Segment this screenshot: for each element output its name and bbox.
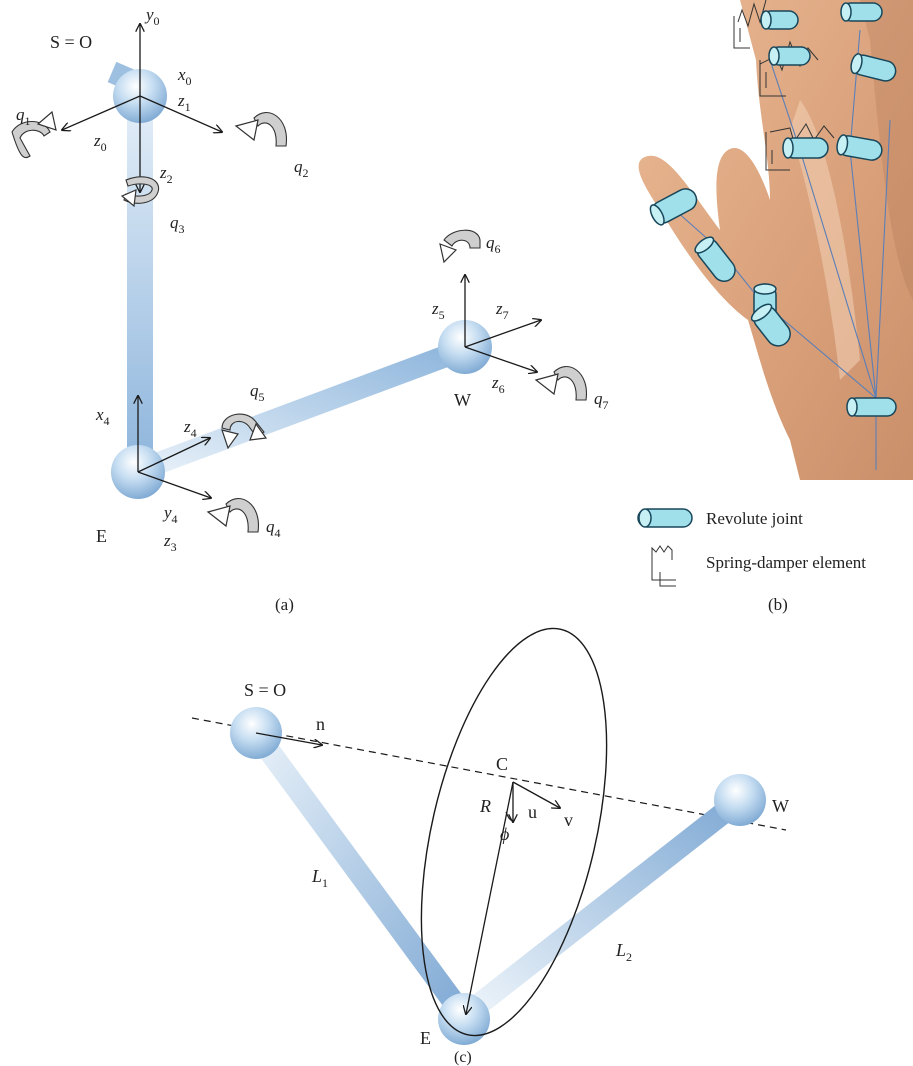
rotation-q2-icon (234, 112, 287, 147)
spring-damper-element (765, 123, 835, 171)
label-z4: z4 (183, 417, 197, 440)
panel-a: S = O E W y0 x0 z1 z0 z2 x4 z4 y4 z3 z5 … (11, 5, 609, 614)
label-v: v (564, 810, 573, 830)
z4-axis (137, 438, 210, 473)
caption-b: (b) (768, 595, 788, 614)
label-z7: z7 (495, 299, 509, 322)
revolute-joint (840, 2, 883, 22)
forearm-limb (136, 338, 469, 481)
label-z0: z0 (93, 131, 107, 154)
revolute-joint (649, 188, 698, 226)
rotation-q5-icon (221, 413, 268, 450)
z7-axis (464, 320, 541, 348)
wrist-label: W (454, 390, 471, 410)
rotation-q4-icon (206, 498, 259, 533)
label-q2: q2 (294, 157, 309, 180)
revolute-joint (694, 236, 736, 282)
panel-b: Revolute joint Spring-damper element (b) (637, 0, 913, 614)
label-q6: q6 (486, 233, 501, 256)
legend: Revolute joint Spring-damper element (637, 508, 866, 587)
z0-axis (62, 95, 141, 130)
label-q7: q7 (594, 389, 609, 412)
label-l1: L1 (311, 866, 328, 890)
dashed-axis-n (191, 717, 787, 831)
elbow-sphere (438, 993, 490, 1045)
label-phi: ϕ (500, 824, 509, 844)
label-z1: z1 (177, 91, 191, 114)
y4-axis (137, 471, 211, 498)
revolute-joint (750, 303, 791, 347)
rotation-q7-icon (534, 366, 587, 401)
label-q4: q4 (266, 517, 281, 540)
label-z3: z3 (163, 531, 177, 554)
elbow-swivel-circle (420, 627, 608, 1037)
revolute-joint-icon (637, 508, 693, 528)
label-l2: L2 (615, 940, 632, 964)
revolute-joint (846, 397, 897, 417)
forearm-l2 (457, 791, 747, 1025)
legend-label-spring: Spring-damper element (706, 553, 866, 572)
vector-v (512, 781, 560, 808)
shoulder-label-c: S = O (244, 680, 286, 700)
caption-c: (c) (454, 1049, 472, 1066)
shoulder-label: S = O (50, 32, 92, 52)
revolute-joint (768, 46, 811, 66)
label-n: n (316, 714, 325, 734)
z6-axis (464, 346, 537, 372)
rotation-q6-icon (439, 229, 481, 264)
radius-r (466, 781, 514, 1014)
rotation-q3-icon (120, 176, 160, 208)
panel-c: S = O n C v u R ϕ W E L1 L2 (c) (191, 627, 789, 1066)
angle-phi-arc (505, 811, 514, 821)
label-y4: y4 (162, 503, 178, 526)
revolute-joint (836, 134, 883, 161)
revolute-joint (850, 53, 897, 82)
elbow-label-c: E (420, 1028, 431, 1048)
vector-n (255, 732, 322, 745)
spring-damper-icon (651, 545, 676, 587)
revolute-joint (782, 137, 829, 159)
revolute-joint (760, 10, 799, 30)
label-c: C (496, 754, 508, 774)
caption-a: (a) (275, 595, 294, 614)
elbow-label: E (96, 526, 107, 546)
wrist-label-c: W (772, 796, 789, 816)
label-z6: z6 (491, 373, 505, 396)
label-r: R (479, 796, 491, 816)
label-x0: x0 (177, 65, 192, 88)
z1-axis (139, 95, 222, 132)
label-u: u (528, 802, 537, 822)
label-y0: y0 (144, 5, 160, 28)
label-z2: z2 (159, 163, 173, 186)
legend-label-revolute: Revolute joint (706, 509, 803, 528)
rotation-q1-icon (11, 110, 57, 159)
upper-arm-l1 (247, 726, 473, 1023)
wrist-sphere (714, 774, 766, 826)
label-q5: q5 (250, 381, 265, 404)
label-z5: z5 (431, 299, 445, 322)
label-q3: q3 (170, 213, 185, 236)
label-x4: x4 (95, 405, 110, 428)
